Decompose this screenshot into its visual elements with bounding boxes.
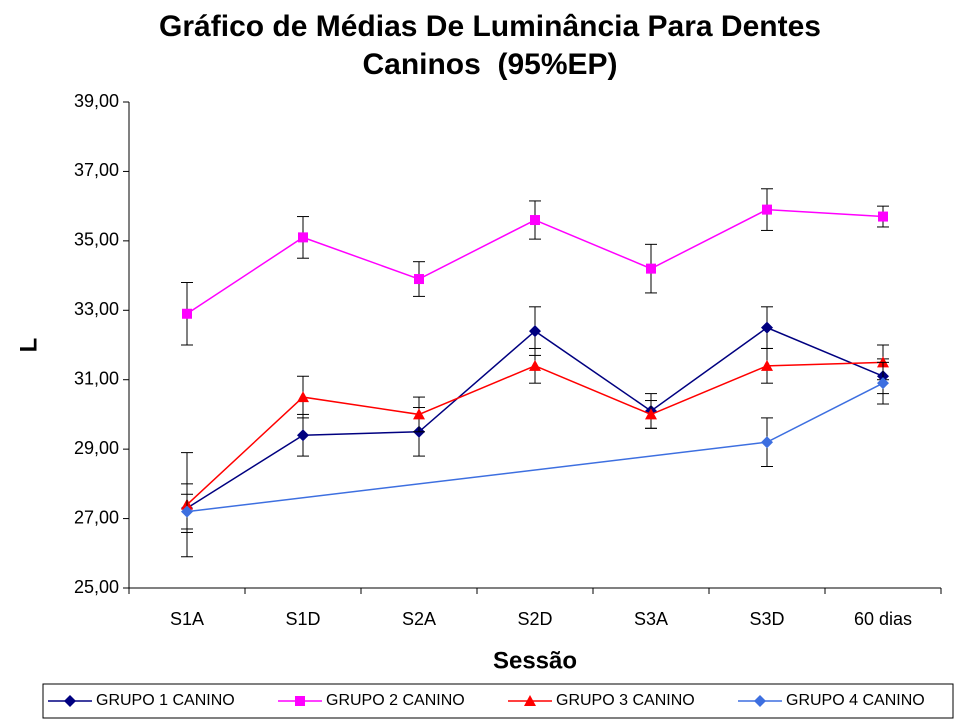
data-point	[762, 204, 772, 215]
x-tick-label: S1D	[285, 609, 320, 629]
data-point	[645, 408, 657, 420]
y-tick-label: 39,00	[74, 91, 119, 111]
legend-marker	[295, 696, 305, 706]
series-line	[186, 382, 884, 513]
data-point	[529, 359, 541, 371]
series-line	[186, 361, 884, 506]
x-tick-label: S2A	[402, 609, 436, 629]
x-tick-label: S2D	[517, 609, 552, 629]
legend-marker	[524, 695, 536, 706]
data-point	[413, 408, 425, 420]
x-tick-label: S1A	[170, 609, 204, 629]
data-point	[298, 232, 308, 243]
legend-box	[42, 683, 954, 719]
data-point	[529, 325, 541, 338]
data-point	[297, 429, 309, 442]
x-tick-label: 60 dias	[854, 609, 912, 629]
y-axis-label: L	[15, 338, 42, 353]
data-point	[761, 321, 773, 334]
legend-label: GRUPO 1 CANINO	[96, 692, 235, 709]
x-tick-label: S3A	[634, 609, 668, 629]
data-point	[761, 359, 773, 371]
y-tick-label: 27,00	[74, 507, 119, 527]
y-tick-label: 37,00	[74, 160, 119, 180]
x-tick-label: S3D	[749, 609, 784, 629]
data-point	[646, 263, 656, 274]
chart-title: Gráfico de Médias De Luminância Para Den…	[159, 10, 830, 81]
data-point	[182, 308, 192, 319]
legend-marker	[754, 695, 766, 707]
y-tick-label: 29,00	[74, 438, 119, 458]
data-point	[878, 211, 888, 222]
data-point	[530, 215, 540, 226]
legend-label: GRUPO 2 CANINO	[326, 692, 465, 709]
legend-label: GRUPO 4 CANINO	[786, 692, 925, 709]
legend-marker	[64, 695, 76, 707]
data-point	[297, 391, 309, 403]
data-point	[761, 436, 773, 449]
data-point	[181, 505, 193, 518]
y-tick-label: 25,00	[74, 577, 119, 597]
data-point	[877, 377, 889, 390]
y-tick-label: 33,00	[74, 299, 119, 319]
y-tick-label: 35,00	[74, 230, 119, 250]
legend-label: GRUPO 3 CANINO	[556, 692, 695, 709]
y-tick-label: 31,00	[74, 368, 119, 388]
data-point	[414, 274, 424, 285]
x-axis-label: Sessão	[493, 647, 577, 674]
